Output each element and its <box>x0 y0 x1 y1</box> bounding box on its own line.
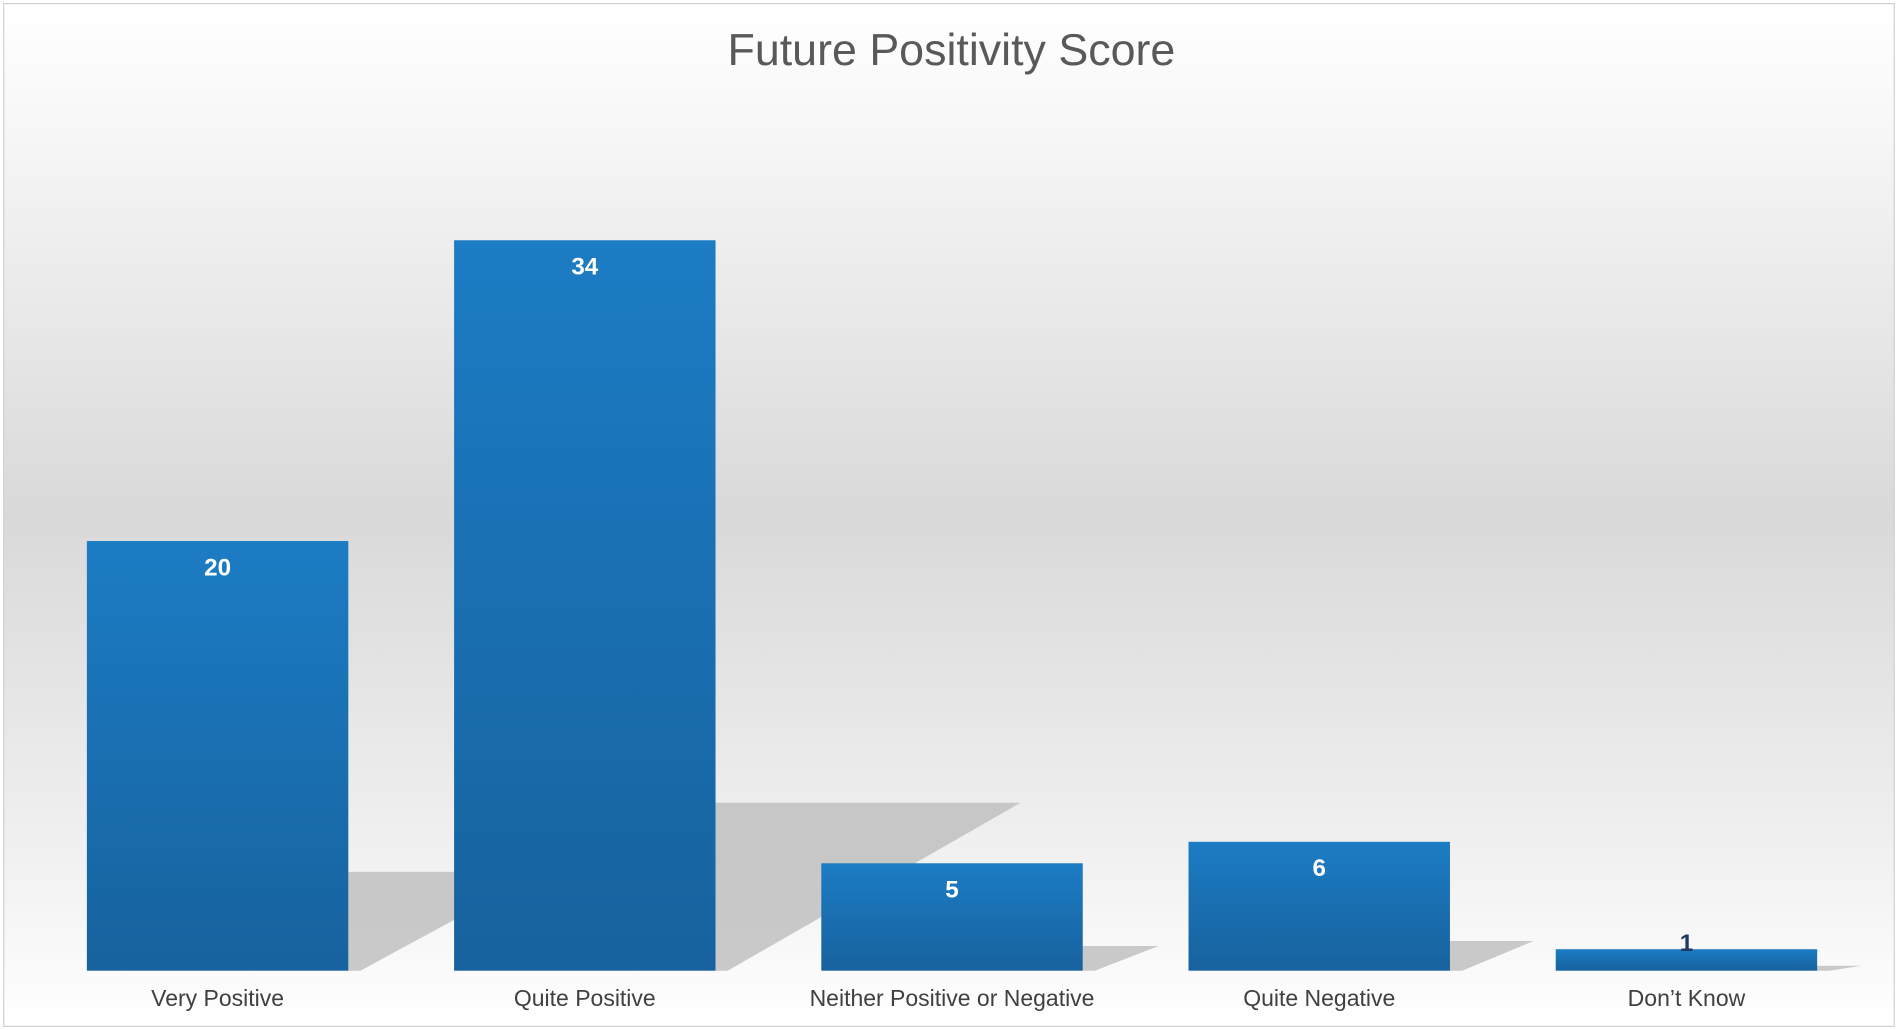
x-tick-label: Very Positive <box>151 985 284 1011</box>
data-label: 20 <box>204 554 231 581</box>
x-tick-label: Quite Positive <box>514 985 656 1011</box>
bar <box>1188 841 1450 971</box>
data-label: 34 <box>571 253 598 280</box>
x-tick-label: Neither Positive or Negative <box>810 985 1095 1011</box>
bar <box>1555 949 1818 971</box>
chart-title: Future Positivity Score <box>728 25 1176 75</box>
bar <box>86 541 349 971</box>
data-label: 5 <box>945 877 958 904</box>
bar <box>454 240 716 971</box>
bar <box>821 863 1083 971</box>
x-tick-label: Quite Negative <box>1243 985 1395 1011</box>
data-label: 1 <box>1680 930 1693 957</box>
data-label: 6 <box>1313 855 1326 882</box>
x-tick-label: Don’t Know <box>1628 985 1746 1011</box>
bar-shadow <box>1817 965 1862 971</box>
bar-shadow <box>1449 941 1534 971</box>
bar-shadow <box>1082 945 1159 971</box>
